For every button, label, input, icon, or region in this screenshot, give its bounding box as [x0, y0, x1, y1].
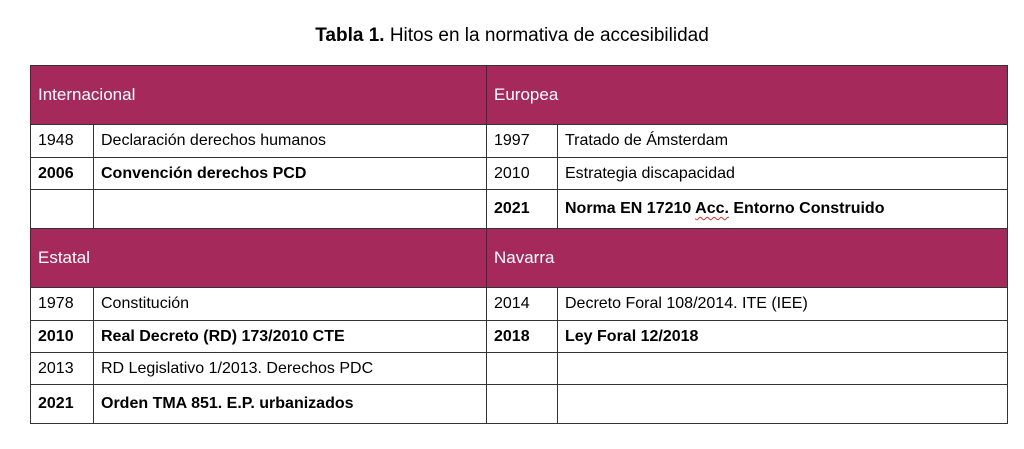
caption-text: Hitos en la normativa de accesibilidad	[384, 25, 709, 46]
year-cell: 2018	[486, 320, 558, 353]
year-cell	[486, 352, 558, 385]
milestone-cell: RD Legislativo 1/2013. Derechos PDC	[93, 352, 487, 385]
table-row: 2010 Real Decreto (RD) 173/2010 CTE 2018…	[30, 320, 1008, 353]
milestone-cell: Decreto Foral 108/2014. ITE (IEE)	[557, 287, 1008, 321]
table-row: 2021 Orden TMA 851. E.P. urbanizados	[30, 384, 1008, 424]
table-row: 1948 Declaración derechos humanos 1997 T…	[30, 124, 1008, 158]
section-header-internacional: Internacional	[30, 65, 487, 125]
year-cell	[486, 384, 558, 424]
year-cell: 2021	[486, 189, 558, 229]
milestones-table: Internacional Europea 1948 Declaración d…	[30, 65, 1008, 424]
year-cell: 2010	[486, 157, 558, 190]
year-cell: 2010	[30, 320, 94, 353]
milestone-cell: Real Decreto (RD) 173/2010 CTE	[93, 320, 487, 353]
year-cell: 1997	[486, 124, 558, 158]
header-row-bottom: Estatal Navarra	[30, 228, 1008, 288]
year-cell: 2006	[30, 157, 94, 190]
milestone-text-start: Norma EN 17210	[565, 200, 696, 217]
milestone-cell: Orden TMA 851. E.P. urbanizados	[93, 384, 487, 424]
table-caption: Tabla 1. Hitos en la normativa de accesi…	[0, 24, 1024, 48]
milestone-cell: Ley Foral 12/2018	[557, 320, 1008, 353]
milestone-cell: Declaración derechos humanos	[93, 124, 487, 158]
section-header-estatal: Estatal	[30, 228, 487, 288]
section-header-europea: Europea	[486, 65, 1008, 125]
milestone-cell: Tratado de Ámsterdam	[557, 124, 1008, 158]
header-row-top: Internacional Europea	[30, 65, 1008, 125]
milestone-cell	[557, 384, 1008, 424]
milestone-cell: Constitución	[93, 287, 487, 321]
year-cell: 1978	[30, 287, 94, 321]
milestone-cell: Estrategia discapacidad	[557, 157, 1008, 190]
caption-label: Tabla 1.	[315, 25, 385, 46]
milestone-text-end: Entorno Construido	[728, 200, 885, 217]
milestone-cell	[93, 189, 487, 229]
spellcheck-flagged-word: Acc.	[695, 200, 729, 217]
table-row: 2021 Norma EN 17210 Acc. Entorno Constru…	[30, 189, 1008, 229]
milestone-cell	[557, 352, 1008, 385]
table-row: 1978 Constitución 2014 Decreto Foral 108…	[30, 287, 1008, 321]
table-row: 2013 RD Legislativo 1/2013. Derechos PDC	[30, 352, 1008, 385]
table-row: 2006 Convención derechos PCD 2010 Estrat…	[30, 157, 1008, 190]
year-cell: 2021	[30, 384, 94, 424]
year-cell: 2014	[486, 287, 558, 321]
milestone-cell: Norma EN 17210 Acc. Entorno Construido	[557, 189, 1008, 229]
section-header-navarra: Navarra	[486, 228, 1008, 288]
milestone-cell: Convención derechos PCD	[93, 157, 487, 190]
year-cell	[30, 189, 94, 229]
year-cell: 1948	[30, 124, 94, 158]
year-cell: 2013	[30, 352, 94, 385]
